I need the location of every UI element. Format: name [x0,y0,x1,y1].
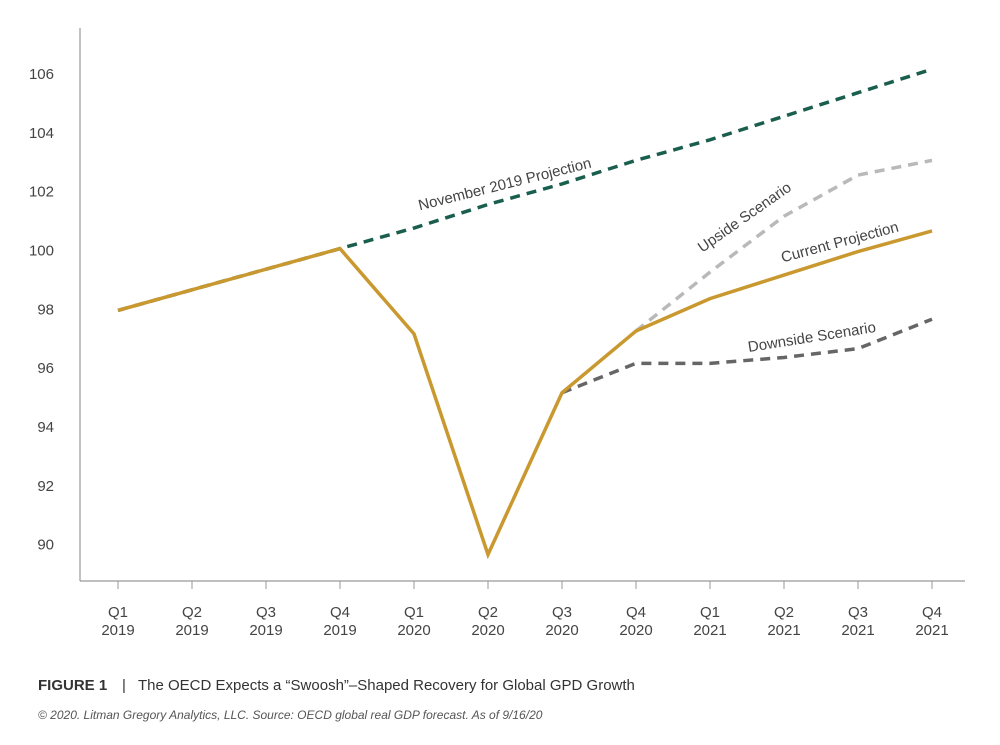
x-tick-label: Q3 2019 [249,604,282,639]
y-tick-label: 102 [29,184,54,201]
series-line [634,158,933,333]
y-tick-label: 92 [37,478,54,495]
y-tick-label: 90 [37,537,54,554]
x-tick-label: Q1 2019 [101,604,134,639]
y-tick-label: 106 [29,66,54,83]
figure-label: FIGURE 1 [38,677,107,694]
y-tick-label: 104 [29,125,54,142]
x-tick-label: Q2 2020 [471,604,504,639]
x-tick-label: Q3 2021 [841,604,874,639]
y-tick-label: 94 [37,419,54,436]
x-tick-label: Q2 2021 [767,604,800,639]
separator: | [122,677,126,694]
series-label: Current Projection [779,219,900,267]
y-tick-label: 100 [29,243,54,260]
x-tick-label: Q1 2020 [397,604,430,639]
series-line [117,229,933,560]
series-line [561,317,933,395]
series-label: November 2019 Projection [417,155,593,214]
caption: The OECD Expects a “Swoosh”–Shaped Recov… [138,677,635,694]
x-tick-label: Q3 2020 [545,604,578,639]
x-tick-label: Q4 2019 [323,604,356,639]
series-line [117,67,933,313]
x-tick-label: Q1 2021 [693,604,726,639]
source: © 2020. Litman Gregory Analytics, LLC. S… [38,708,543,722]
x-tick-label: Q4 2020 [619,604,652,639]
series-label: Downside Scenario [747,319,877,356]
x-tick-label: Q2 2019 [175,604,208,639]
y-tick-label: 96 [37,360,54,377]
x-tick-label: Q4 2021 [915,604,948,639]
y-tick-label: 98 [37,301,54,318]
